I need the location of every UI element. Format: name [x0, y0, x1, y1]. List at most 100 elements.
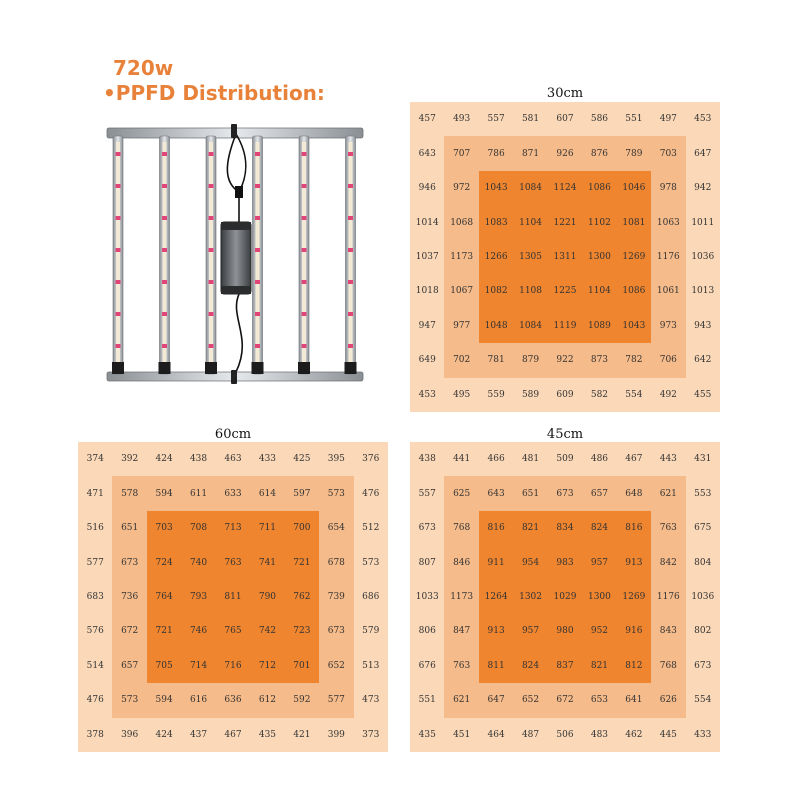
ppfd-cell: 1089	[582, 308, 617, 344]
ppfd-cell: 707	[444, 136, 479, 171]
ppfd-cell: 973	[651, 308, 686, 344]
red-led-diode	[255, 280, 260, 284]
ppfd-cell: 716	[215, 648, 251, 684]
red-led-diode	[162, 184, 167, 188]
ppfd-cell: 683	[78, 579, 113, 615]
ppfd-cell: 1043	[478, 170, 514, 206]
ppfd-cell: 473	[353, 683, 388, 718]
bar-end-cap	[251, 362, 264, 374]
ppfd-cell: 701	[284, 648, 320, 684]
ppfd-cell: 654	[319, 510, 354, 546]
grid-title-30cm: 30cm	[546, 86, 584, 101]
ppfd-cell: 577	[78, 545, 113, 580]
ppfd-cell: 673	[319, 614, 354, 649]
ppfd-cell: 395	[319, 442, 354, 477]
ppfd-cell: 576	[78, 614, 113, 649]
ppfd-cell: 721	[146, 614, 182, 649]
red-led-diode	[162, 216, 167, 220]
ppfd-cell: 424	[146, 717, 182, 752]
ppfd-cell: 847	[444, 614, 479, 649]
grid-title-60cm: 60cm	[214, 427, 252, 442]
ppfd-cell: 471	[78, 476, 113, 511]
ppfd-cell: 824	[582, 510, 617, 546]
ppfd-cell: 672	[547, 683, 583, 718]
ppfd-cell: 736	[112, 579, 147, 615]
ppfd-cell: 812	[616, 648, 652, 684]
ppfd-cell: 802	[685, 614, 720, 649]
red-led-diode	[208, 248, 214, 252]
ppfd-cell: 714	[181, 648, 216, 684]
ppfd-cell: 972	[444, 170, 479, 206]
ppfd-cell: 954	[513, 545, 548, 580]
ppfd-cell: 1173	[444, 239, 479, 275]
ppfd-cell: 913	[616, 545, 652, 580]
ppfd-cell: 582	[582, 377, 617, 412]
ppfd-cell: 1084	[513, 170, 548, 206]
ppfd-cell: 464	[478, 717, 514, 752]
ppfd-cell: 559	[478, 377, 514, 412]
red-led-diode	[115, 216, 121, 220]
ppfd-cell: 977	[444, 308, 479, 344]
ppfd-cell: 467	[616, 442, 652, 477]
ppfd-cell: 746	[181, 614, 216, 649]
ppfd-cell: 768	[444, 510, 479, 546]
ppfd-cell: 873	[582, 343, 617, 378]
bar-end-cap	[298, 362, 310, 374]
ppfd-cell: 607	[547, 102, 583, 137]
led-strip	[116, 142, 120, 368]
ppfd-cell: 786	[478, 136, 514, 171]
ppfd-cell: 486	[582, 442, 617, 477]
ppfd-cell: 712	[250, 648, 285, 684]
ppfd-cell: 493	[444, 102, 479, 137]
ppfd-cell: 445	[651, 717, 686, 752]
ppfd-cell: 790	[250, 579, 285, 615]
ppfd-cell: 942	[685, 170, 720, 206]
ppfd-cell: 621	[651, 476, 686, 511]
ppfd-grid-30cm: 457 493 557 581 607 586 551 497 453 643 707 786 871 9…	[410, 102, 720, 412]
ppfd-cell: 643	[410, 136, 445, 171]
red-led-diode	[115, 248, 121, 252]
ppfd-cell: 1011	[685, 205, 720, 240]
ppfd-cell: 673	[547, 476, 583, 511]
red-led-diode	[301, 184, 307, 188]
ppfd-cell: 705	[146, 648, 182, 684]
red-led-diode	[115, 184, 121, 188]
ppfd-cell: 476	[78, 683, 113, 718]
ppfd-cell: 763	[651, 510, 686, 546]
ppfd-cell: 946	[410, 170, 445, 206]
ppfd-cell: 551	[410, 683, 445, 718]
ppfd-cell: 438	[410, 442, 445, 477]
red-led-diode	[348, 280, 353, 284]
led-strip	[162, 142, 167, 368]
ppfd-cell: 1269	[616, 239, 652, 275]
ppfd-cell: 589	[513, 377, 548, 412]
red-led-diode	[115, 344, 121, 348]
red-led-diode	[162, 152, 167, 156]
ppfd-cell: 626	[651, 683, 686, 718]
ppfd-cell: 781	[478, 343, 514, 378]
ppfd-cell: 481	[513, 442, 548, 477]
ppfd-cell: 441	[444, 442, 479, 477]
ppfd-cell: 455	[685, 377, 720, 412]
ppfd-cell: 742	[250, 614, 285, 649]
ppfd-cell: 642	[685, 343, 720, 378]
grid-title-45cm: 45cm	[546, 427, 584, 442]
ppfd-cell: 551	[616, 102, 652, 137]
ppfd-cell: 633	[215, 476, 251, 511]
ppfd-cell: 1104	[513, 205, 548, 240]
ppfd-cell: 1108	[513, 274, 548, 309]
ppfd-cell: 554	[685, 683, 720, 718]
ppfd-cell: 1018	[410, 274, 445, 309]
ppfd-cell: 467	[215, 717, 251, 752]
ppfd-cell: 579	[353, 614, 388, 649]
ppfd-cell: 647	[478, 683, 514, 718]
ppfd-cell: 557	[410, 476, 445, 511]
ppfd-cell: 647	[685, 136, 720, 171]
ppfd-cell: 811	[478, 648, 514, 684]
ppfd-cell: 578	[112, 476, 147, 511]
ppfd-cell: 652	[513, 683, 548, 718]
ppfd-cell: 957	[513, 614, 548, 649]
ppfd-cell: 433	[685, 717, 720, 752]
red-led-diode	[255, 312, 260, 316]
red-led-diode	[208, 216, 214, 220]
